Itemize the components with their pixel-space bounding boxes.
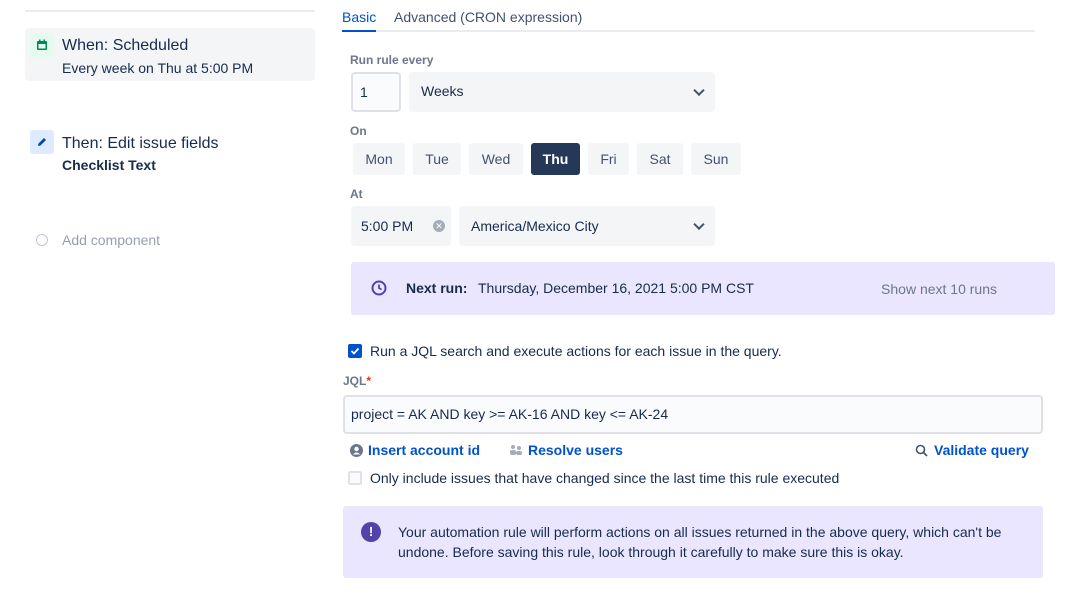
day-fri[interactable]: Fri xyxy=(588,143,629,175)
insert-account-id-link[interactable]: Insert account id xyxy=(350,442,480,458)
time-input[interactable]: 5:00 PM ✕ xyxy=(351,206,451,246)
trigger-component[interactable]: When: Scheduled Every week on Thu at 5:0… xyxy=(25,28,315,81)
tab-basic[interactable]: Basic xyxy=(342,9,377,32)
user-icon xyxy=(350,443,363,457)
add-component-button[interactable]: Add component xyxy=(36,232,160,248)
circle-icon xyxy=(36,234,48,246)
time-value: 5:00 PM xyxy=(361,218,414,234)
timezone-select[interactable]: America/Mexico City xyxy=(459,206,715,246)
action-subtitle: Checklist Text xyxy=(62,157,156,173)
on-label: On xyxy=(350,124,367,138)
tabs-divider xyxy=(342,30,1035,32)
resolve-users-label: Resolve users xyxy=(528,442,623,458)
insert-account-id-label: Insert account id xyxy=(368,442,481,458)
tab-advanced[interactable]: Advanced (CRON expression) xyxy=(394,9,583,25)
resolve-users-link[interactable]: Resolve users xyxy=(509,442,623,458)
required-marker: * xyxy=(366,374,372,388)
add-component-label: Add component xyxy=(62,232,161,248)
run-jql-label: Run a JQL search and execute actions for… xyxy=(370,343,782,359)
action-title: Then: Edit issue fields xyxy=(62,135,219,152)
clock-icon xyxy=(371,280,387,296)
jql-input[interactable]: project = AK AND key >= AK-16 AND key <=… xyxy=(343,395,1043,434)
clear-icon[interactable]: ✕ xyxy=(433,220,445,232)
only-changed-label: Only include issues that have changed si… xyxy=(370,470,840,486)
pencil-icon xyxy=(30,130,54,154)
exclamation-icon: ! xyxy=(361,522,381,542)
jql-label-text: JQL xyxy=(343,374,367,388)
day-thu[interactable]: Thu xyxy=(531,143,580,175)
next-run-value: Thursday, December 16, 2021 5:00 PM CST xyxy=(478,280,754,296)
run-jql-checkbox[interactable] xyxy=(348,344,362,358)
sidebar-divider xyxy=(25,10,315,12)
next-run-panel: Next run: Thursday, December 16, 2021 5:… xyxy=(351,262,1055,315)
users-icon xyxy=(510,445,522,455)
trigger-subtitle: Every week on Thu at 5:00 PM xyxy=(62,60,254,76)
search-icon xyxy=(915,444,928,457)
day-mon[interactable]: Mon xyxy=(353,143,405,175)
next-run-label: Next run: xyxy=(406,280,468,296)
jql-label: JQL* xyxy=(343,374,371,388)
at-label: At xyxy=(350,187,363,201)
check-icon xyxy=(350,347,360,355)
only-changed-checkbox[interactable] xyxy=(348,471,362,485)
interval-input[interactable]: 1 xyxy=(351,72,401,112)
warning-panel: ! Your automation rule will perform acti… xyxy=(343,506,1043,578)
chevron-down-icon xyxy=(693,84,705,97)
validate-query-link[interactable]: Validate query xyxy=(915,442,1029,458)
day-sun[interactable]: Sun xyxy=(691,143,741,175)
validate-query-label: Validate query xyxy=(934,442,1029,458)
day-wed[interactable]: Wed xyxy=(469,143,523,175)
day-tue[interactable]: Tue xyxy=(413,143,461,175)
calendar-icon xyxy=(30,33,54,57)
action-component[interactable]: Then: Edit issue fields Checklist Text xyxy=(25,125,315,180)
interval-unit-select[interactable]: Weeks xyxy=(409,72,715,112)
interval-unit-value: Weeks xyxy=(421,83,464,99)
chevron-down-icon xyxy=(693,218,705,231)
day-sat[interactable]: Sat xyxy=(637,143,683,175)
trigger-title: When: Scheduled xyxy=(62,37,189,54)
warning-text: Your automation rule will perform action… xyxy=(398,524,1002,560)
show-next-runs-button[interactable]: Show next 10 runs xyxy=(881,281,997,297)
timezone-value: America/Mexico City xyxy=(471,218,599,234)
run-every-label: Run rule every xyxy=(350,53,434,67)
